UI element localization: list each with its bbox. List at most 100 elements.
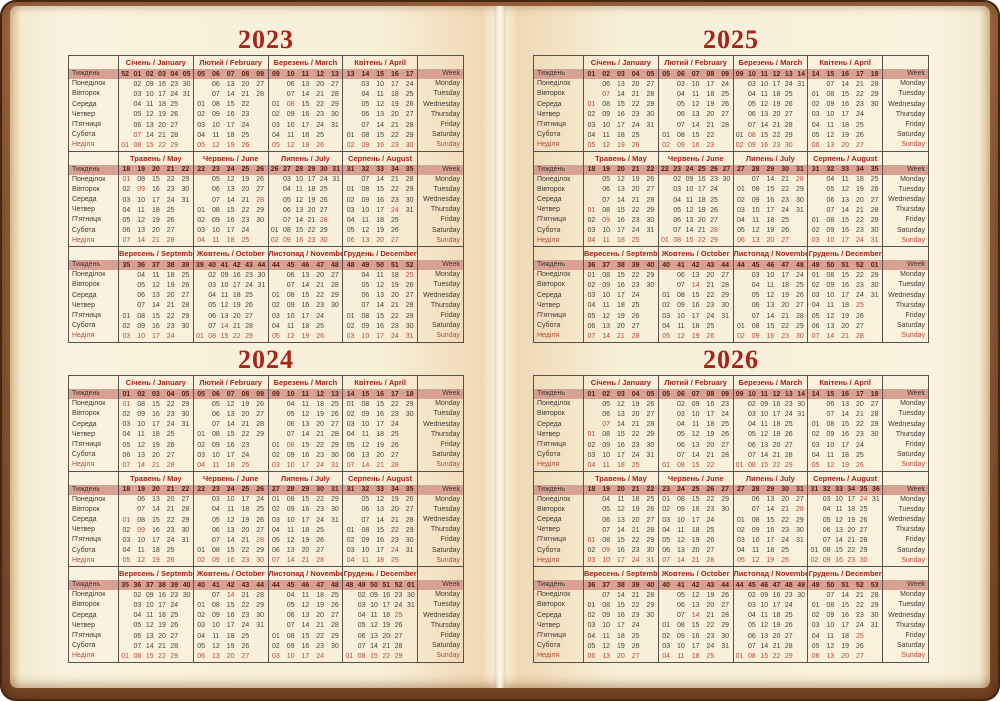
date-cell: 24 <box>855 111 864 119</box>
weekday-label: Saturday <box>896 642 925 650</box>
date-row: 07 14 21 28 <box>194 195 268 205</box>
date-cell: 22 <box>772 652 781 660</box>
date-cell: 28 <box>870 591 879 599</box>
date-cell: 26 <box>855 461 864 469</box>
date-cell: 10 <box>226 496 235 504</box>
date-cell: 28 <box>859 537 868 545</box>
date-row: 03 10 17 24 31 <box>734 535 808 545</box>
date-cell: 13 <box>376 111 385 119</box>
date-cell: 11 <box>212 461 220 469</box>
date-cell: 01 <box>197 601 206 609</box>
week-numbers-row: 09 10 11 12 13 14 <box>733 69 808 80</box>
date-cell: 11 <box>677 652 685 660</box>
date-cell: 30 <box>721 302 730 310</box>
date-cell: 24 <box>631 121 640 129</box>
date-cell: 23 <box>241 217 250 225</box>
date-cell: 02 <box>811 101 820 109</box>
date-cell: 30 <box>870 227 879 235</box>
date-cell: 11 <box>286 131 295 139</box>
date-row: 01 08 15 22 29 <box>584 535 658 545</box>
date-cell: 26 <box>394 622 403 630</box>
date-row: 06 13 20 27 <box>659 270 733 280</box>
date-cell: 09 <box>685 176 694 184</box>
date-cell: 06 <box>286 80 295 88</box>
month-november: Листопад / November 44 45 46 47 48 03 10 17 24 04 1… <box>732 247 808 342</box>
date-cell: 12 <box>361 227 370 235</box>
date-cell: 10 <box>145 601 154 609</box>
date-row: 01 08 15 22 29 <box>119 140 193 150</box>
month-header: Жовтень / October <box>196 249 265 258</box>
week-numbers-row: 40 41 42 43 44 <box>658 580 733 591</box>
weekday-label: Monday <box>435 271 460 279</box>
date-row: 06 13 20 27 <box>194 409 268 419</box>
date-cell: 17 <box>841 441 850 449</box>
date-cell: 15 <box>766 322 775 330</box>
date-cell: 24 <box>241 451 250 459</box>
date-cell: 16 <box>766 332 775 340</box>
date-cell: 15 <box>301 292 310 300</box>
date-cell: 03 <box>676 80 685 88</box>
date-cell: 15 <box>841 601 850 609</box>
date-cell: 26 <box>316 537 325 545</box>
date-cell: 17 <box>232 281 241 289</box>
week-numbers-row: 18 19 20 21 22 <box>584 484 658 495</box>
date-cell: 12 <box>286 141 295 149</box>
date-cell: 21 <box>232 322 241 330</box>
date-cell: 03 <box>673 186 682 194</box>
date-cell: 01 <box>122 176 131 184</box>
date-cell: 24 <box>241 227 250 235</box>
date-cell: 31 <box>721 642 730 650</box>
date-cell: 15 <box>760 131 769 139</box>
date-cell: 06 <box>122 227 131 235</box>
week-number: 37 <box>145 581 154 589</box>
date-row: 03 10 17 24 <box>119 331 193 341</box>
date-cell: 03 <box>197 622 206 630</box>
week-number: 05 <box>646 390 655 398</box>
date-cell: 23 <box>316 451 325 459</box>
date-cell: 27 <box>646 516 655 524</box>
date-cell: 10 <box>137 421 146 429</box>
date-cell: 31 <box>795 206 804 214</box>
date-cell: 25 <box>784 90 793 98</box>
date-cell: 23 <box>706 302 715 310</box>
date-cell: 20 <box>841 322 850 330</box>
week-number: 39 <box>170 581 179 589</box>
date-cell: 20 <box>376 451 385 459</box>
date-cell: 12 <box>616 176 625 184</box>
date-row: 07 14 21 28 <box>194 321 268 331</box>
date-cell: 20 <box>151 227 160 235</box>
date-cell: 09 <box>691 400 700 408</box>
weekday-label: Monday <box>435 591 460 599</box>
date-row: 05 12 19 26 <box>269 195 343 205</box>
date-cell: 12 <box>760 431 769 439</box>
date-cell: 04 <box>748 421 756 429</box>
date-cell: 14 <box>137 237 146 245</box>
date-cell: 16 <box>616 217 625 225</box>
date-cell: 20 <box>151 451 160 459</box>
date-cell: 30 <box>795 332 804 340</box>
weekday-label: Monday <box>435 175 460 183</box>
date-cell: 12 <box>137 557 146 565</box>
date-cell: 14 <box>286 557 295 565</box>
date-cell: 20 <box>226 652 235 660</box>
date-cell: 12 <box>766 292 775 300</box>
date-row: 04 11 18 25 <box>584 460 658 470</box>
date-row: 02 09 16 23 30 <box>734 399 808 409</box>
date-cell: 21 <box>616 332 625 340</box>
date-cell: 16 <box>376 410 385 418</box>
date-cell: 05 <box>286 601 295 609</box>
date-cell: 25 <box>316 526 325 534</box>
date-row: 04 11 18 25 <box>194 291 268 301</box>
date-row: 03 10 17 24 31 <box>808 495 882 505</box>
date-cell: 13 <box>616 410 625 418</box>
calendar-band: Тиждень Понеділок Вівторок Середа Четвер П'ят… <box>69 150 463 246</box>
date-cell: 07 <box>286 431 295 439</box>
week-number: 37 <box>602 581 611 589</box>
date-cell: 21 <box>772 121 781 129</box>
date-cell: 15 <box>145 141 154 149</box>
date-cell: 21 <box>697 227 706 235</box>
date-cell: 04 <box>587 632 596 640</box>
week-number: 05 <box>182 70 191 78</box>
week-number: 26 <box>710 166 718 174</box>
month-january: Січень / January 52 01 02 03 04 05 02 09 16 23 30 03… <box>118 56 193 151</box>
